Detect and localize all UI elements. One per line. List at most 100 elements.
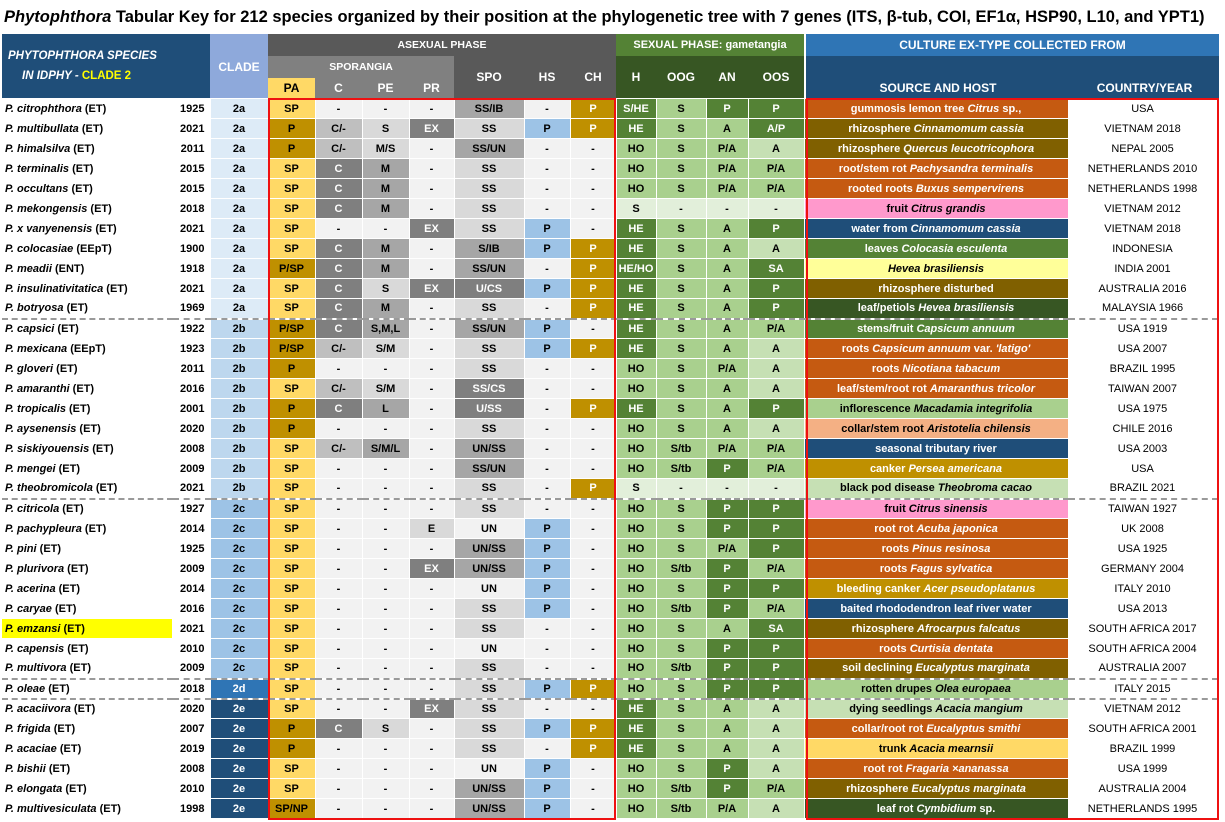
cell-oos: - [747,198,805,219]
clade-cell: 2b [209,358,269,379]
cell-oos: P [747,218,805,239]
cell-ch: P [569,338,617,359]
clade-cell: 2c [209,558,269,579]
cell-hs: - [523,618,571,639]
source-host: root/stem rot Pachysandra terminalis [803,158,1069,179]
cell-oog: S [655,178,707,199]
cell-pr: EX [408,278,455,299]
cell-c: - [314,518,363,539]
cell-oos: P/A [747,438,805,459]
cell-oog: S/tb [655,558,707,579]
cell-h: HO [615,538,657,559]
cell-spo: U/CS [453,278,525,299]
species-name: P. acaciae (ET) [2,738,173,759]
country-year: VIETNAM 2018 [1067,118,1218,139]
species-type-note: (ET) [69,662,91,675]
source-host: rooted roots Buxus sempervirens [803,178,1069,199]
host-name: Hevea brasiliensis [887,262,984,275]
species-name: P. terminalis (ET) [2,158,173,179]
species-year: 2021 [171,218,211,239]
cell-h: HO [615,618,657,639]
source-host: inflorescence Macadamia integrifolia [803,398,1069,419]
clade-cell: 2b [209,458,269,479]
cell-pr: - [408,317,455,339]
cell-h: HO [615,578,657,599]
species-year: 2021 [171,118,211,139]
cell-oog: S [655,718,707,739]
species-epithet: P. meadii [5,262,52,275]
species-year: 2015 [171,178,211,199]
species-epithet: P. mexicana [5,342,68,355]
clade-cell: 2b [209,317,269,339]
cell-oos: A [747,358,805,379]
cell-hs: P [523,558,571,579]
source-text: leaf rot [876,802,917,815]
cell-oog: S/tb [655,778,707,799]
cell-pe: - [361,598,410,619]
cell-an: P [705,578,749,599]
species-type-note: (ET) [95,482,118,495]
cell-pa: SP [267,677,316,699]
source-host: roots Capsicum annuum var. 'latigo' [803,338,1069,359]
cell-h: HO [615,778,657,799]
species-epithet: P. emzansi [5,622,61,635]
cell-pe: - [361,478,410,499]
cell-c: - [314,458,363,479]
cell-oos: A [747,798,805,819]
cell-ch: - [569,758,617,779]
cell-ch: - [569,638,617,659]
cell-c: - [314,218,363,239]
country-year: BRAZIL 1999 [1067,738,1218,759]
cell-hs: - [523,138,571,159]
clade-cell: 2a [209,158,269,179]
source-text: trunk [878,742,910,755]
species-type-note: (ET) [58,582,81,595]
col-header-OOG: OOG [656,56,706,98]
species-type-note: (ENT) [54,262,85,275]
species-year: 2016 [171,378,211,399]
species-type-note: (EEpT) [76,242,112,255]
cell-oos: P [747,98,805,119]
species-epithet: P. gloveri [5,362,54,375]
species-type-note: (ET) [71,182,93,195]
host-name: Theobroma cacao [937,482,1032,495]
species-name: P. citricola (ET) [2,497,173,519]
species-type-note: (EEpT) [70,342,106,355]
cell-pe: S [361,718,410,739]
source-text: canker [869,462,909,475]
cell-oos: A [747,738,805,759]
cell-hs: P [523,718,571,739]
host-name: Eucalyptus marginata [915,662,1030,675]
cell-pr: - [408,778,455,799]
cell-oos: A [747,758,805,779]
cell-c: - [314,798,363,819]
cell-h: HE [615,697,657,719]
cell-c: C [314,398,363,419]
species-year: 2001 [171,398,211,419]
host-name: Acer pseudoplatanus [923,582,1036,595]
country-year: INDONESIA [1067,238,1218,259]
cell-spo: SS [453,178,525,199]
host-name: Colocasia esculenta [901,242,1008,255]
cell-oog: S [655,338,707,359]
table-row: P. emzansi (ET) 2021 2c SP - - - SS - - HO S A SA rhiz… [2,618,1218,639]
species-year: 1998 [171,798,211,819]
cell-spo: SS [453,497,525,519]
cell-pr: - [408,618,455,639]
cell-spo: SS [453,218,525,239]
cell-pa: P [267,418,316,439]
species-name: P. siskiyouensis (ET) [2,438,173,459]
country-year: UK 2008 [1067,518,1218,539]
sporangia-header: SPORANGIA [268,56,454,78]
cell-c: - [314,758,363,779]
species-type-note: (ET) [58,462,80,475]
cell-oog: S [655,398,707,419]
species-epithet: P. terminalis [5,162,69,175]
cell-ch: - [569,618,617,639]
cell-ch: - [569,778,617,799]
cell-an: A [705,398,749,419]
cell-oog: S [655,98,707,119]
cell-oog: S [655,578,707,599]
source-text: roots [871,362,903,375]
